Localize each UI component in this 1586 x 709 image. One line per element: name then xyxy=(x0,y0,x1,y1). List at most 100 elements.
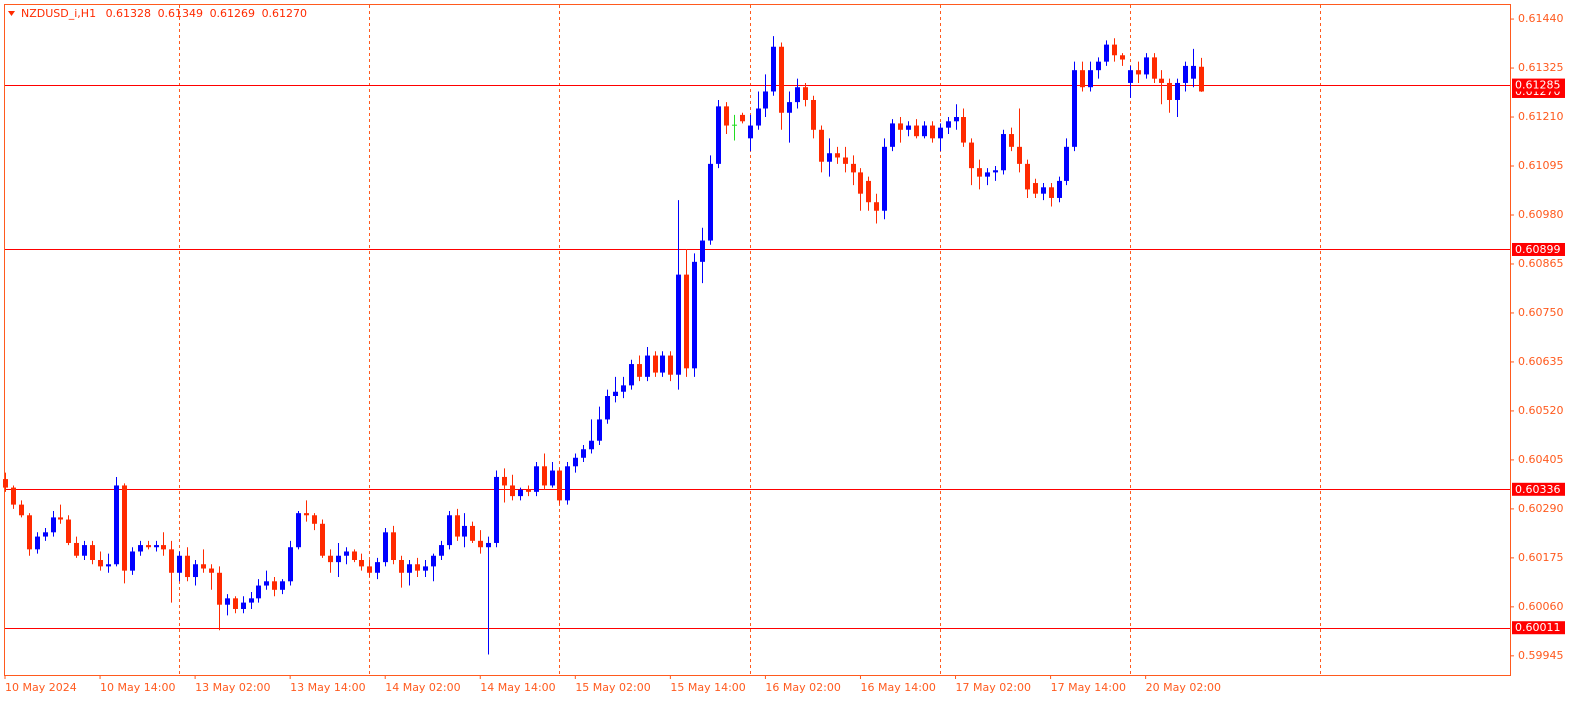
candle-body xyxy=(819,129,824,162)
candle-body xyxy=(439,545,444,556)
candle-body xyxy=(264,581,269,586)
candle-body xyxy=(542,466,547,486)
candle-body xyxy=(1072,70,1077,147)
candle-body xyxy=(851,163,856,173)
candle-body xyxy=(795,87,800,103)
y-tick-label: 0.61210 xyxy=(1518,110,1564,123)
candle-body xyxy=(1017,146,1022,164)
candle-body xyxy=(407,564,412,573)
candle-body xyxy=(272,581,277,590)
x-tick-label: 14 May 14:00 xyxy=(480,681,555,694)
candle-body xyxy=(375,562,380,573)
y-tick-label: 0.60405 xyxy=(1518,453,1564,466)
y-tick-label: 0.60520 xyxy=(1518,404,1564,417)
candle-body xyxy=(518,489,523,497)
candle-body xyxy=(447,515,452,546)
candle-body xyxy=(922,125,927,137)
candle-body xyxy=(930,125,935,139)
candle-body xyxy=(138,545,143,552)
y-tick-label: 0.60980 xyxy=(1518,208,1564,221)
x-tick-label: 14 May 02:00 xyxy=(385,681,460,694)
candle-body xyxy=(787,102,792,113)
level-price-label: 0.61285 xyxy=(1515,79,1561,92)
candle-body xyxy=(1152,57,1157,79)
candle-body xyxy=(90,545,95,560)
candle-body xyxy=(605,396,610,420)
candle-body xyxy=(359,559,364,567)
candle-body xyxy=(835,153,840,158)
x-tick-label: 20 May 02:00 xyxy=(1146,681,1221,694)
candle-body xyxy=(146,545,151,548)
y-tick-label: 0.60635 xyxy=(1518,355,1564,368)
candle-body xyxy=(977,168,982,177)
candle-body xyxy=(803,87,808,100)
candle-body xyxy=(660,355,665,373)
candle-body xyxy=(58,517,63,520)
x-tick-label: 16 May 14:00 xyxy=(860,681,935,694)
candle-body xyxy=(668,355,673,375)
level-price-box xyxy=(1512,78,1565,92)
candle-body xyxy=(700,240,705,262)
candle-body xyxy=(526,489,531,492)
candle-body xyxy=(969,142,974,169)
candle-body xyxy=(1009,134,1014,147)
candle-body xyxy=(589,440,594,450)
candle-body xyxy=(843,157,848,164)
level-price-label: 0.60336 xyxy=(1515,483,1561,496)
y-tick-label: 0.60290 xyxy=(1518,502,1564,515)
header-value: 0.61328 xyxy=(106,7,152,20)
candle-body xyxy=(177,555,182,573)
candle-body xyxy=(312,515,317,524)
candle-body xyxy=(1112,44,1117,56)
candle-body xyxy=(19,504,24,516)
candle-body xyxy=(1001,134,1006,171)
candle-body xyxy=(415,564,420,571)
candle-body xyxy=(573,457,578,467)
candle-body xyxy=(3,479,8,488)
candle-body xyxy=(1049,187,1054,198)
candle-body xyxy=(946,121,951,128)
candle-body xyxy=(858,172,863,194)
candle-body xyxy=(550,470,555,486)
candle-body xyxy=(114,485,119,565)
candle-body xyxy=(557,470,562,501)
candle-body xyxy=(621,385,626,392)
candle-body xyxy=(344,551,349,556)
candle-body xyxy=(169,549,174,573)
candle-body xyxy=(779,46,784,113)
y-tick-label: 0.60865 xyxy=(1518,257,1564,270)
candle-body xyxy=(1136,70,1141,75)
candle-body xyxy=(1057,180,1062,198)
candle-body xyxy=(336,555,341,563)
candle-body xyxy=(1120,55,1125,60)
candle-body xyxy=(82,545,87,556)
level-price-box xyxy=(1512,242,1565,256)
candle-body xyxy=(399,559,404,573)
candle-body xyxy=(1064,146,1069,181)
candle-body xyxy=(462,525,467,537)
x-tick-label: 10 May 2024 xyxy=(5,681,77,694)
candle-body xyxy=(1025,163,1030,190)
y-tick-label: 0.59945 xyxy=(1518,649,1564,662)
candle-body xyxy=(676,274,681,375)
candle-body xyxy=(954,117,959,122)
x-tick-label: 15 May 02:00 xyxy=(575,681,650,694)
candle-body xyxy=(708,163,713,241)
x-tick-label: 13 May 14:00 xyxy=(290,681,365,694)
candle-body xyxy=(494,476,499,543)
candle-body xyxy=(629,364,634,386)
candle-body xyxy=(914,125,919,137)
y-tick-label: 0.60750 xyxy=(1518,306,1564,319)
candle-body xyxy=(423,566,428,571)
level-price-box xyxy=(1512,621,1565,635)
header-value: 0.61269 xyxy=(210,7,256,20)
candle-body xyxy=(740,114,745,122)
candle-body xyxy=(233,598,238,609)
candle-body xyxy=(478,540,483,548)
level-price-label: 0.60011 xyxy=(1515,621,1561,634)
candle-body xyxy=(470,525,475,541)
candle-body xyxy=(1159,78,1164,83)
header-symbol: NZDUSD_i,H1 xyxy=(21,7,96,20)
